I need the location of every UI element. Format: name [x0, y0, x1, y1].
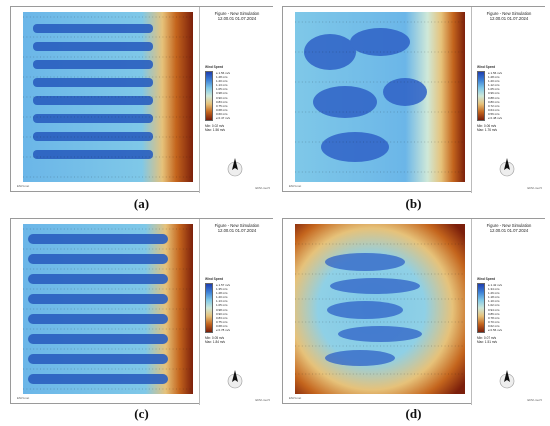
legend-colorbar: [477, 283, 485, 333]
figure-title: Figure - New Simulation 12.00.01 01.07.2…: [214, 11, 260, 21]
panel-c: Figure - New Simulation 12.00.01 01.07.2…: [10, 218, 274, 405]
panel-d: Figure - New Simulation 12.00.01 01.07.2…: [282, 218, 546, 405]
legend-minmax: Min: 0.06 m/s Max: 1.76 m/s: [477, 124, 498, 133]
legend-minmax: Min: 0.05 m/s Max: 1.84 m/s: [205, 336, 226, 345]
legend: Wind Speed ≤ 1.57 m/s 1.35 m/s 1.28 m/s 1.2…: [205, 277, 269, 344]
figure-sidebar-c: Figure - New Simulation 12.00.01 01.07.2…: [199, 219, 274, 405]
legend-minmax: Min: 0.02 m/s Max: 1.56 m/s: [205, 124, 226, 133]
north-arrow-icon: [227, 370, 243, 389]
legend-ticks: ≤ 1.56 m/s 1.28 m/s 1.20 m/s 1.13 m/s 1.05 m…: [216, 71, 230, 121]
panel-b: Figure - New Simulation 12.00.01 01.07.2…: [282, 6, 546, 193]
legend-title: Wind Speed: [205, 65, 224, 69]
software-label: ENVI-met 5: [527, 186, 542, 190]
figure-title: Figure - New Simulation 12.00.01 01.07.2…: [486, 223, 532, 233]
figure-sidebar-d: Figure - New Simulation 12.00.01 01.07.2…: [471, 219, 546, 405]
legend: Wind Speed ≤ 1.56 m/s 1.28 m/s 1.20 m/s 1.1…: [205, 65, 269, 132]
wind-field-plot-c: [23, 224, 193, 394]
figure-sidebar-b: Figure - New Simulation 12.00.01 01.07.2…: [471, 7, 546, 193]
legend-title: Wind Speed: [477, 277, 496, 281]
software-label: ENVI-met 5: [255, 186, 270, 190]
caption-d: (d): [405, 406, 422, 421]
north-arrow-icon: [499, 370, 515, 389]
wind-field-plot-b: [295, 12, 465, 182]
software-label: ENVI-met 5: [255, 398, 270, 402]
caption-c: (c): [134, 406, 149, 421]
wind-field-plot-d: [295, 224, 465, 394]
legend-colorbar: [205, 71, 213, 121]
legend: Wind Speed ≤ 1.56 m/s 1.28 m/s 1.20 m/s 1.1…: [477, 65, 541, 132]
panel-a: Figure - New Simulation 12.00.01 01.07.2…: [10, 6, 274, 193]
legend-colorbar: [205, 283, 213, 333]
legend-minmax: Min: 0.07 m/s Max: 1.51 m/s: [477, 336, 498, 345]
legend-colorbar: [477, 71, 485, 121]
footer-label: ENVI-met: [17, 396, 30, 400]
footer-label: ENVI-met: [289, 184, 302, 188]
footer-label: ENVI-met: [17, 184, 30, 188]
wind-field-plot-a: [23, 12, 193, 182]
caption-a: (a): [133, 196, 150, 211]
caption-b: (b): [405, 196, 422, 211]
footer-label: ENVI-met: [289, 396, 302, 400]
north-arrow-icon: [227, 158, 243, 177]
legend-ticks: ≤ 1.56 m/s 1.28 m/s 1.20 m/s 1.12 m/s 1.05 m…: [488, 71, 502, 121]
legend: Wind Speed ≤ 1.42 m/s 1.34 m/s 1.26 m/s 1.1…: [477, 277, 541, 344]
legend-ticks: ≤ 1.42 m/s 1.34 m/s 1.26 m/s 1.18 m/s 1.10 m…: [488, 283, 502, 333]
figure-title: Figure - New Simulation 12.00.01 01.07.2…: [214, 223, 260, 233]
legend-title: Wind Speed: [205, 277, 224, 281]
figure-title: Figure - New Simulation 12.00.01 01.07.2…: [486, 11, 532, 21]
figure-sidebar-a: Figure - New Simulation 12.00.01 01.07.2…: [199, 7, 274, 193]
legend-ticks: ≤ 1.57 m/s 1.35 m/s 1.28 m/s 1.20 m/s 1.13 m…: [216, 283, 230, 333]
software-label: ENVI-met 5: [527, 398, 542, 402]
legend-title: Wind Speed: [477, 65, 496, 69]
north-arrow-icon: [499, 158, 515, 177]
